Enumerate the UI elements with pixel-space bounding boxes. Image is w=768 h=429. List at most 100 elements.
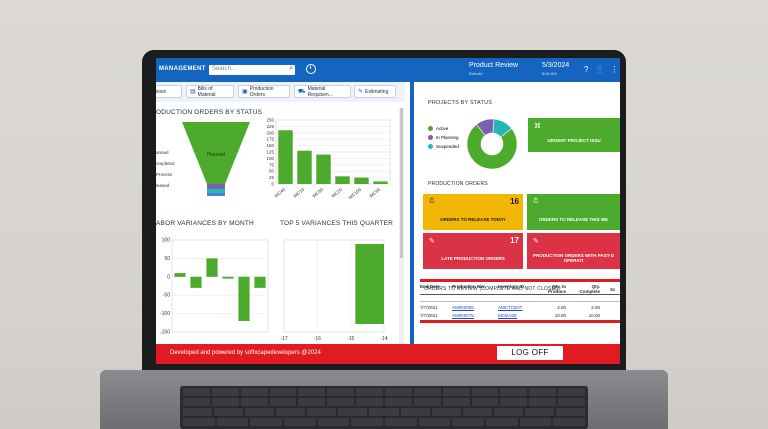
orders-review-title: ORDERS TO REVIEW (COMPLETE AND NOT CLOSE… <box>424 286 561 292</box>
orders-release-today-card[interactable]: ⏱ 16 ORDERS TO RELEASE TODAY <box>423 194 523 230</box>
labor-variance-title: ABOR VARIANCES BY MONTH <box>156 220 254 227</box>
card-label: ORDERS TO RELEASE TODAY <box>440 217 506 222</box>
bar[interactable] <box>190 276 202 288</box>
donut-slice-suspended[interactable] <box>492 118 513 138</box>
production-orders-title: PRODUCTION ORDERS <box>428 181 488 187</box>
y-tick-label: 100 <box>266 156 274 161</box>
logoff-button[interactable]: LOG OFF <box>497 346 563 360</box>
past-due-operations-card[interactable]: ✎ PRODUCTION ORDERS WITH PAST-D OPERATI <box>527 233 620 269</box>
funnel-legend-item: anned <box>156 150 169 155</box>
funnel-segment-in-process[interactable] <box>207 189 225 193</box>
y-tick-label: 0 <box>271 182 274 187</box>
cell-qty-to-produce: 10.00 <box>554 313 566 318</box>
bar[interactable] <box>278 130 293 184</box>
bar[interactable] <box>335 176 350 184</box>
y-tick-label: 0 <box>167 274 170 280</box>
bar[interactable] <box>316 154 331 184</box>
section-divider-red <box>420 279 620 282</box>
card-label: ORDERS TO RELEASE THIS WE <box>538 217 609 222</box>
left-scrollbar[interactable] <box>399 108 404 344</box>
cell-production-nbr-link[interactable]: AM000006 <box>452 305 474 310</box>
app-screen: MANAGEMENT Search... ⌕ Product Review Re… <box>156 58 620 364</box>
legend-item-active: Active <box>428 126 459 131</box>
search-icon[interactable]: ⌕ <box>289 65 293 72</box>
x-tick-label: WC10 <box>292 187 305 199</box>
pane-divider <box>410 82 414 344</box>
scrollbar-thumb[interactable] <box>400 108 403 258</box>
bar[interactable] <box>354 177 369 184</box>
y-tick-label: 150 <box>266 143 274 148</box>
bar[interactable] <box>297 150 312 184</box>
cell-qty-complete: 10.00 <box>588 313 600 318</box>
cell-inventory-id-link[interactable]: AMCTCBAT <box>498 305 523 310</box>
funnel-segment-completed[interactable] <box>207 184 225 189</box>
x-tick-label: WC100 <box>347 187 362 201</box>
plot-area[interactable] <box>171 239 269 333</box>
urgent-project-issues-card[interactable]: ⌘ URGENT PROJECT ISSU <box>528 118 620 152</box>
funnel-legend-item: ompleted <box>156 161 175 166</box>
nav-item-bills-of-material[interactable]: ▤ Bills of Material <box>186 85 234 98</box>
nav-item-estimating[interactable]: ✎ Estimating <box>354 85 396 98</box>
funnel-legend-item: leased <box>156 183 170 188</box>
org-chart-icon: ⌘ <box>534 123 541 130</box>
card-label: LATE PRODUCTION ORDERS <box>441 256 505 261</box>
legend-item-suspended: Suspended <box>428 144 459 149</box>
legend-dot <box>428 126 433 131</box>
legend-label: In Planning <box>436 135 459 140</box>
card-count: 16 <box>510 197 519 206</box>
projects-legend: Active In Planning Suspended <box>428 126 459 149</box>
x-tick-label: -17 <box>280 336 287 342</box>
help-icon[interactable]: ? <box>584 65 589 74</box>
nav-item-material-requisitions[interactable]: ⛟ Material Requisen... <box>294 85 351 98</box>
top5-variance-title: TOP 5 VARIANCES THIS QUARTER <box>280 220 393 227</box>
bar[interactable] <box>238 276 250 321</box>
x-tick-label: WC40 <box>273 187 286 199</box>
y-tick-label: 125 <box>266 150 274 155</box>
y-tick-label: 100 <box>162 238 171 244</box>
bar[interactable] <box>254 276 266 288</box>
donut-slice-active[interactable] <box>466 123 518 170</box>
cell-end-date: 7/7/2021 <box>420 313 438 318</box>
nav-item-production-orders[interactable]: ▣ Production Orders <box>238 85 290 98</box>
y-tick-label: 75 <box>269 162 275 167</box>
card-count: 17 <box>510 236 519 245</box>
bar[interactable] <box>174 273 186 277</box>
projects-donut-chart <box>466 118 518 170</box>
card-label: PRODUCTION ORDERS WITH PAST-D OPERATI <box>533 253 614 263</box>
table-header-qty-to-produce: Qty. to Produce <box>547 284 566 294</box>
pencil-icon: ✎ <box>358 89 364 95</box>
late-production-orders-card[interactable]: ✎ 17 LATE PRODUCTION ORDERS <box>423 233 523 269</box>
page-title: Product Review <box>469 62 519 69</box>
nav-item-views[interactable]: iews <box>156 85 182 98</box>
legend-dot <box>428 135 433 140</box>
y-tick-label: 25 <box>269 175 275 180</box>
y-tick-label: 50 <box>164 256 170 262</box>
user-icon[interactable]: 👤 <box>594 65 605 74</box>
footer-credit: Developed and powered by softxcapedevelo… <box>170 350 321 356</box>
bar[interactable] <box>373 181 388 184</box>
menu-icon[interactable]: ⋮ <box>610 65 619 74</box>
bar[interactable] <box>222 276 234 279</box>
cell-production-nbr-link[interactable]: AM000075 <box>452 313 474 318</box>
legend-item-in-planning: In Planning <box>428 135 459 140</box>
table-header-end-date: End Date <box>420 284 440 289</box>
document-icon: ▤ <box>190 89 196 95</box>
cell-inventory-id-link[interactable]: MCBASE <box>498 313 518 318</box>
current-time: 8:00 AM <box>542 71 557 76</box>
funnel-segment-planned[interactable] <box>182 122 250 184</box>
nav-bar: iews ▤ Bills of Material ▣ Production Or… <box>156 82 405 103</box>
table-header-sc: Sc <box>610 287 616 292</box>
projects-status-title: PROJECTS BY STATUS <box>428 100 493 106</box>
search-input[interactable]: Search... ⌕ <box>209 65 295 75</box>
clock-icon[interactable] <box>306 64 316 74</box>
nav-item-label: Material Requisen... <box>307 85 333 98</box>
bar[interactable] <box>355 244 384 324</box>
bar[interactable] <box>206 258 218 277</box>
nav-item-label: Estimating <box>365 88 389 95</box>
orders-release-week-card[interactable]: ⏱ ORDERS TO RELEASE THIS WE <box>527 194 620 230</box>
x-tick-label: WC20 <box>330 187 343 199</box>
top-bar: MANAGEMENT Search... ⌕ Product Review Re… <box>156 58 620 82</box>
funnel-segment-released[interactable] <box>207 193 225 196</box>
truck-icon: ▣ <box>242 89 248 95</box>
cell-qty-to-produce: 2.00 <box>557 305 566 310</box>
